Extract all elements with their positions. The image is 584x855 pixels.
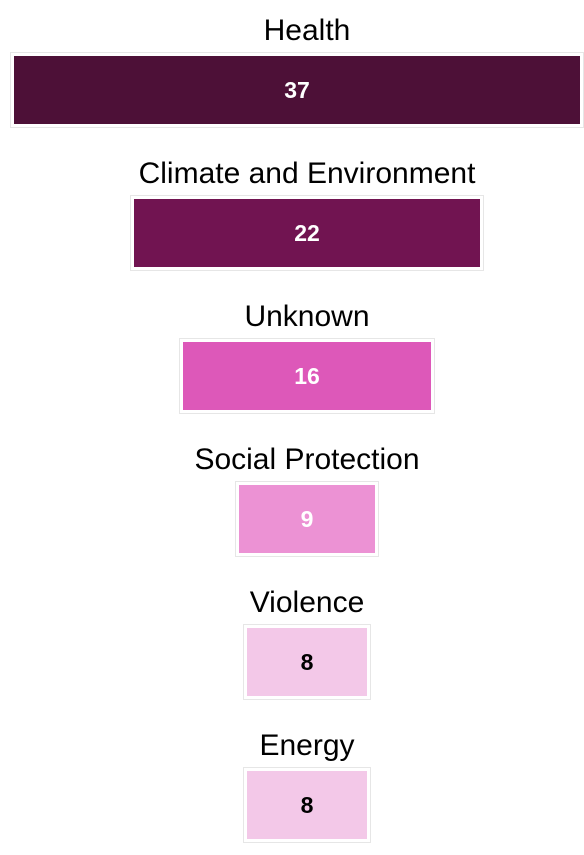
bar: 16: [182, 342, 432, 410]
bar-value-label: 8: [300, 791, 314, 818]
category-label: Energy: [259, 729, 355, 762]
bar-value-label: 37: [284, 76, 310, 103]
category-label: Climate and Environment: [138, 157, 476, 190]
bar-frame: 37: [10, 52, 584, 128]
bar-frame: 8: [242, 767, 372, 843]
bar-frame: 8: [242, 624, 372, 700]
category-label: Violence: [249, 586, 365, 619]
bar-value-label: 22: [294, 219, 320, 246]
bar-frame: 16: [178, 338, 436, 414]
bar: 22: [134, 199, 480, 267]
category-label: Unknown: [244, 300, 370, 333]
bar: 8: [246, 628, 368, 696]
bar: 8: [246, 771, 368, 839]
bar-value-label: 9: [300, 505, 314, 532]
bar-value-label: 8: [300, 648, 314, 675]
bar: 37: [14, 56, 580, 124]
bar-frame: 22: [130, 195, 484, 271]
category-label: Social Protection: [194, 443, 420, 476]
category-label: Health: [263, 14, 351, 47]
bar-frame: 9: [234, 481, 380, 557]
bar-value-label: 16: [294, 362, 320, 389]
bar: 9: [238, 485, 376, 553]
